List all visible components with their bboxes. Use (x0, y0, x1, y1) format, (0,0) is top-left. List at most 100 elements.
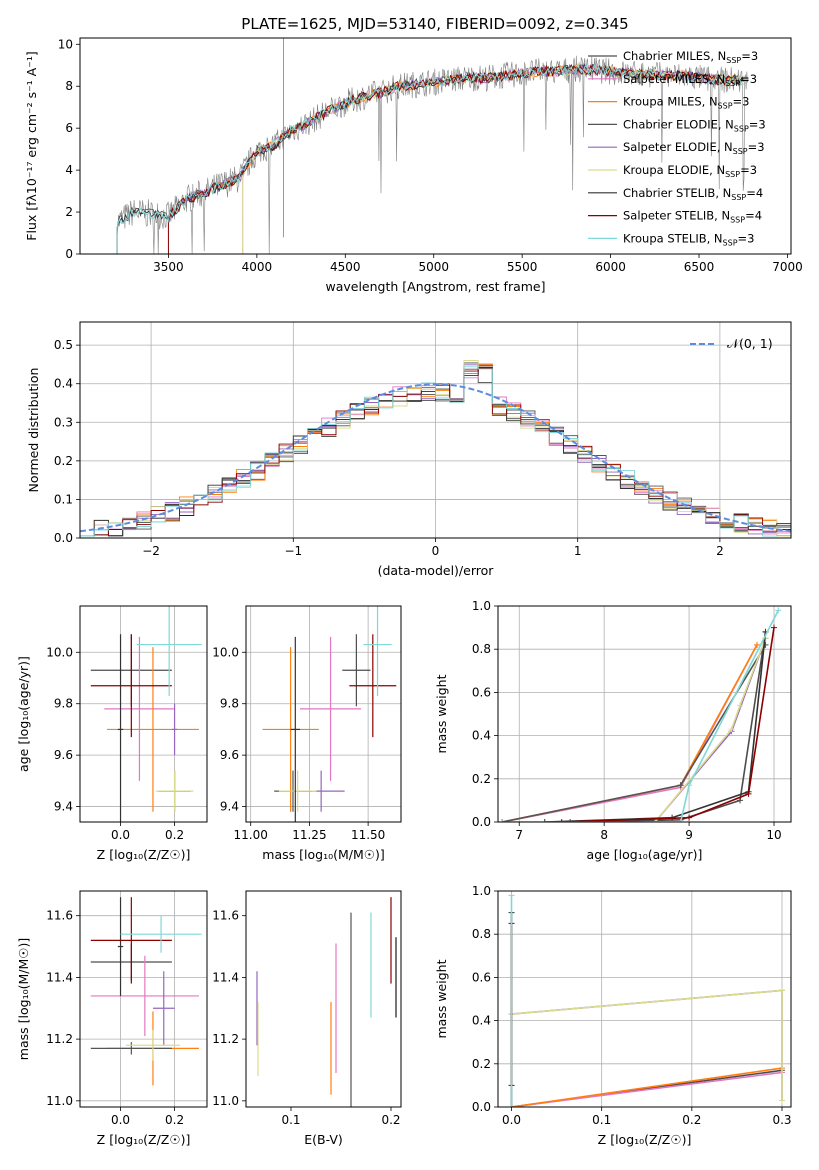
y-tick-label: 0.0 (472, 1100, 491, 1114)
y-tick-label: 9.4 (220, 800, 239, 814)
panel-ebv_mass: 0.1 0.2 11.0 11.2 11.4 11.6 E(B-V) (212, 890, 402, 1147)
plot-area-z_mass (90, 897, 202, 1086)
legend-suffix: =3 (741, 49, 758, 63)
y-tick-label: 0.0 (54, 531, 73, 545)
y-tick-label: 2 (65, 205, 73, 219)
weight-marker (677, 782, 684, 789)
plot-area-z_weight (508, 892, 785, 1107)
panel-z_age: 0.0 0.2 9.4 9.6 9.8 10.0 Z [log₁₀(Z/Z☉)] age [l… (16, 605, 208, 862)
legend-entry-8: Salpeter STELIB, NSSP=4 (623, 209, 762, 225)
model-line-2 (242, 63, 745, 254)
x-tick-label: 10 (766, 828, 781, 842)
x-tick-label: 0.2 (165, 1113, 184, 1127)
axes-frame (79, 605, 208, 823)
x-tick-label: 11.00 (234, 828, 268, 842)
y-tick-label: 1.0 (472, 599, 491, 613)
x-tick-label: 4500 (330, 260, 361, 274)
x-tick-label: 2 (716, 544, 724, 558)
panel-residuals: −2 −1 0 1 2 0.0 0.1 0.2 0.3 0.4 0.5 (data-model)/er… (26, 321, 792, 578)
y-axis-label: mass weight (434, 674, 449, 753)
plot-area-residuals (80, 360, 791, 537)
y-tick-label: 9.6 (54, 748, 73, 762)
weight-line-9 (502, 609, 780, 822)
legend-subscript: SSP (718, 102, 733, 111)
x-tick-label: 0.0 (111, 1113, 130, 1127)
legend-suffix: =3 (748, 140, 765, 154)
legend-entry-7: Chabrier STELIB, NSSP=4 (623, 186, 763, 202)
legend-name: Kroupa ELODIE, N (623, 163, 725, 177)
x-tick-label: 0.2 (682, 1113, 701, 1127)
axes-frame (79, 890, 208, 1108)
legend-name: Salpeter ELODIE, N (623, 140, 733, 154)
y-tick-label: 11.4 (46, 970, 73, 984)
legend-entry-1: Chabrier MILES, NSSP=3 (623, 49, 758, 65)
weight-marker (775, 607, 782, 614)
x-axis-label: (data-model)/error (378, 563, 495, 578)
panel-z_weight: 0.0 0.1 0.2 0.3 0.0 0.2 0.4 0.6 0.8 1.0 Z [log₁₀(Z… (434, 884, 792, 1147)
x-axis-label: Z [log₁₀(Z/Z☉)] (97, 1132, 191, 1147)
y-tick-label: 0.4 (54, 377, 73, 391)
legend-suffix: =3 (738, 231, 755, 245)
x-axis-label: Z [log₁₀(Z/Z☉)] (598, 1132, 692, 1147)
plot-area-mass_age (262, 606, 397, 822)
y-tick-label: 11.4 (212, 970, 239, 984)
weight-marker (754, 641, 761, 648)
normal-curve (80, 383, 791, 533)
y-tick-label: 10 (58, 37, 73, 51)
plot-area-spectrum (116, 38, 749, 254)
plot-area-z_age (90, 606, 202, 822)
x-tick-label: 0.2 (165, 828, 184, 842)
y-tick-label: 9.6 (220, 748, 239, 762)
legend-name: Salpeter STELIB, N (623, 209, 730, 223)
x-axis-label: mass [log₁₀(M/M☉)] (262, 847, 384, 862)
x-tick-label: 0.1 (281, 1113, 300, 1127)
weight-marker (499, 819, 506, 822)
plot-area-ebv_mass (256, 897, 397, 1107)
y-tick-label: 9.4 (54, 800, 73, 814)
panel-mass_age: 11.00 11.25 11.50 9.4 9.6 9.8 10.0 mass [log₁₀(… (212, 605, 402, 862)
y-tick-label: 0.3 (54, 415, 73, 429)
y-tick-label: 11.6 (212, 909, 239, 923)
y-tick-label: 0.4 (472, 729, 491, 743)
x-tick-label: 0.0 (111, 828, 130, 842)
x-tick-label: 7 (515, 828, 523, 842)
x-tick-label: 6500 (684, 260, 715, 274)
y-tick-label: 9.8 (54, 697, 73, 711)
model-line-8 (167, 64, 744, 254)
x-tick-label: 0.0 (502, 1113, 521, 1127)
weight-marker (686, 814, 693, 821)
y-tick-label: 0.2 (472, 1057, 491, 1071)
legend-name: Chabrier MILES, N (623, 49, 726, 63)
y-tick-label: 0.4 (472, 1014, 491, 1028)
weight-marker (677, 819, 684, 822)
legend-suffix: =3 (740, 72, 757, 86)
y-tick-label: 6 (65, 121, 73, 135)
legend-suffix: =3 (733, 95, 750, 109)
y-tick-label: 0.0 (472, 815, 491, 829)
model-line-9 (116, 63, 744, 254)
legend-entry-2: Salpeter MILES, NSSP=3 (623, 72, 757, 88)
legend-entry-9: Kroupa STELIB, NSSP=3 (623, 231, 754, 247)
panel-spectrum: 3500 4000 4500 5000 5500 6000 6500 7000 0 2 4 6 8 10 w… (24, 37, 803, 294)
legend-entry-5: Salpeter ELODIE, NSSP=3 (623, 140, 765, 156)
model-line-7 (116, 62, 744, 254)
legend-subscript: SSP (726, 56, 741, 65)
legend-subscript: SSP (725, 79, 740, 88)
legend-entry-4: Chabrier ELODIE, NSSP=3 (623, 117, 766, 133)
y-tick-label: 11.2 (46, 1032, 73, 1046)
weight-marker (567, 819, 574, 822)
y-tick-label: 9.8 (220, 697, 239, 711)
x-tick-label: 8 (600, 828, 608, 842)
weight-line-4 (511, 989, 783, 1101)
x-tick-label: 0.2 (381, 1113, 400, 1127)
y-tick-label: 11.6 (46, 909, 73, 923)
legend-name: Kroupa STELIB, N (623, 231, 723, 245)
weight-marker (778, 987, 785, 994)
y-tick-label: 1.0 (472, 884, 491, 898)
y-tick-label: 0.2 (472, 772, 491, 786)
x-tick-label: 5000 (418, 260, 449, 274)
y-tick-label: 10.0 (212, 645, 239, 659)
x-tick-label: 0 (432, 544, 440, 558)
weight-line-8 (561, 627, 775, 822)
